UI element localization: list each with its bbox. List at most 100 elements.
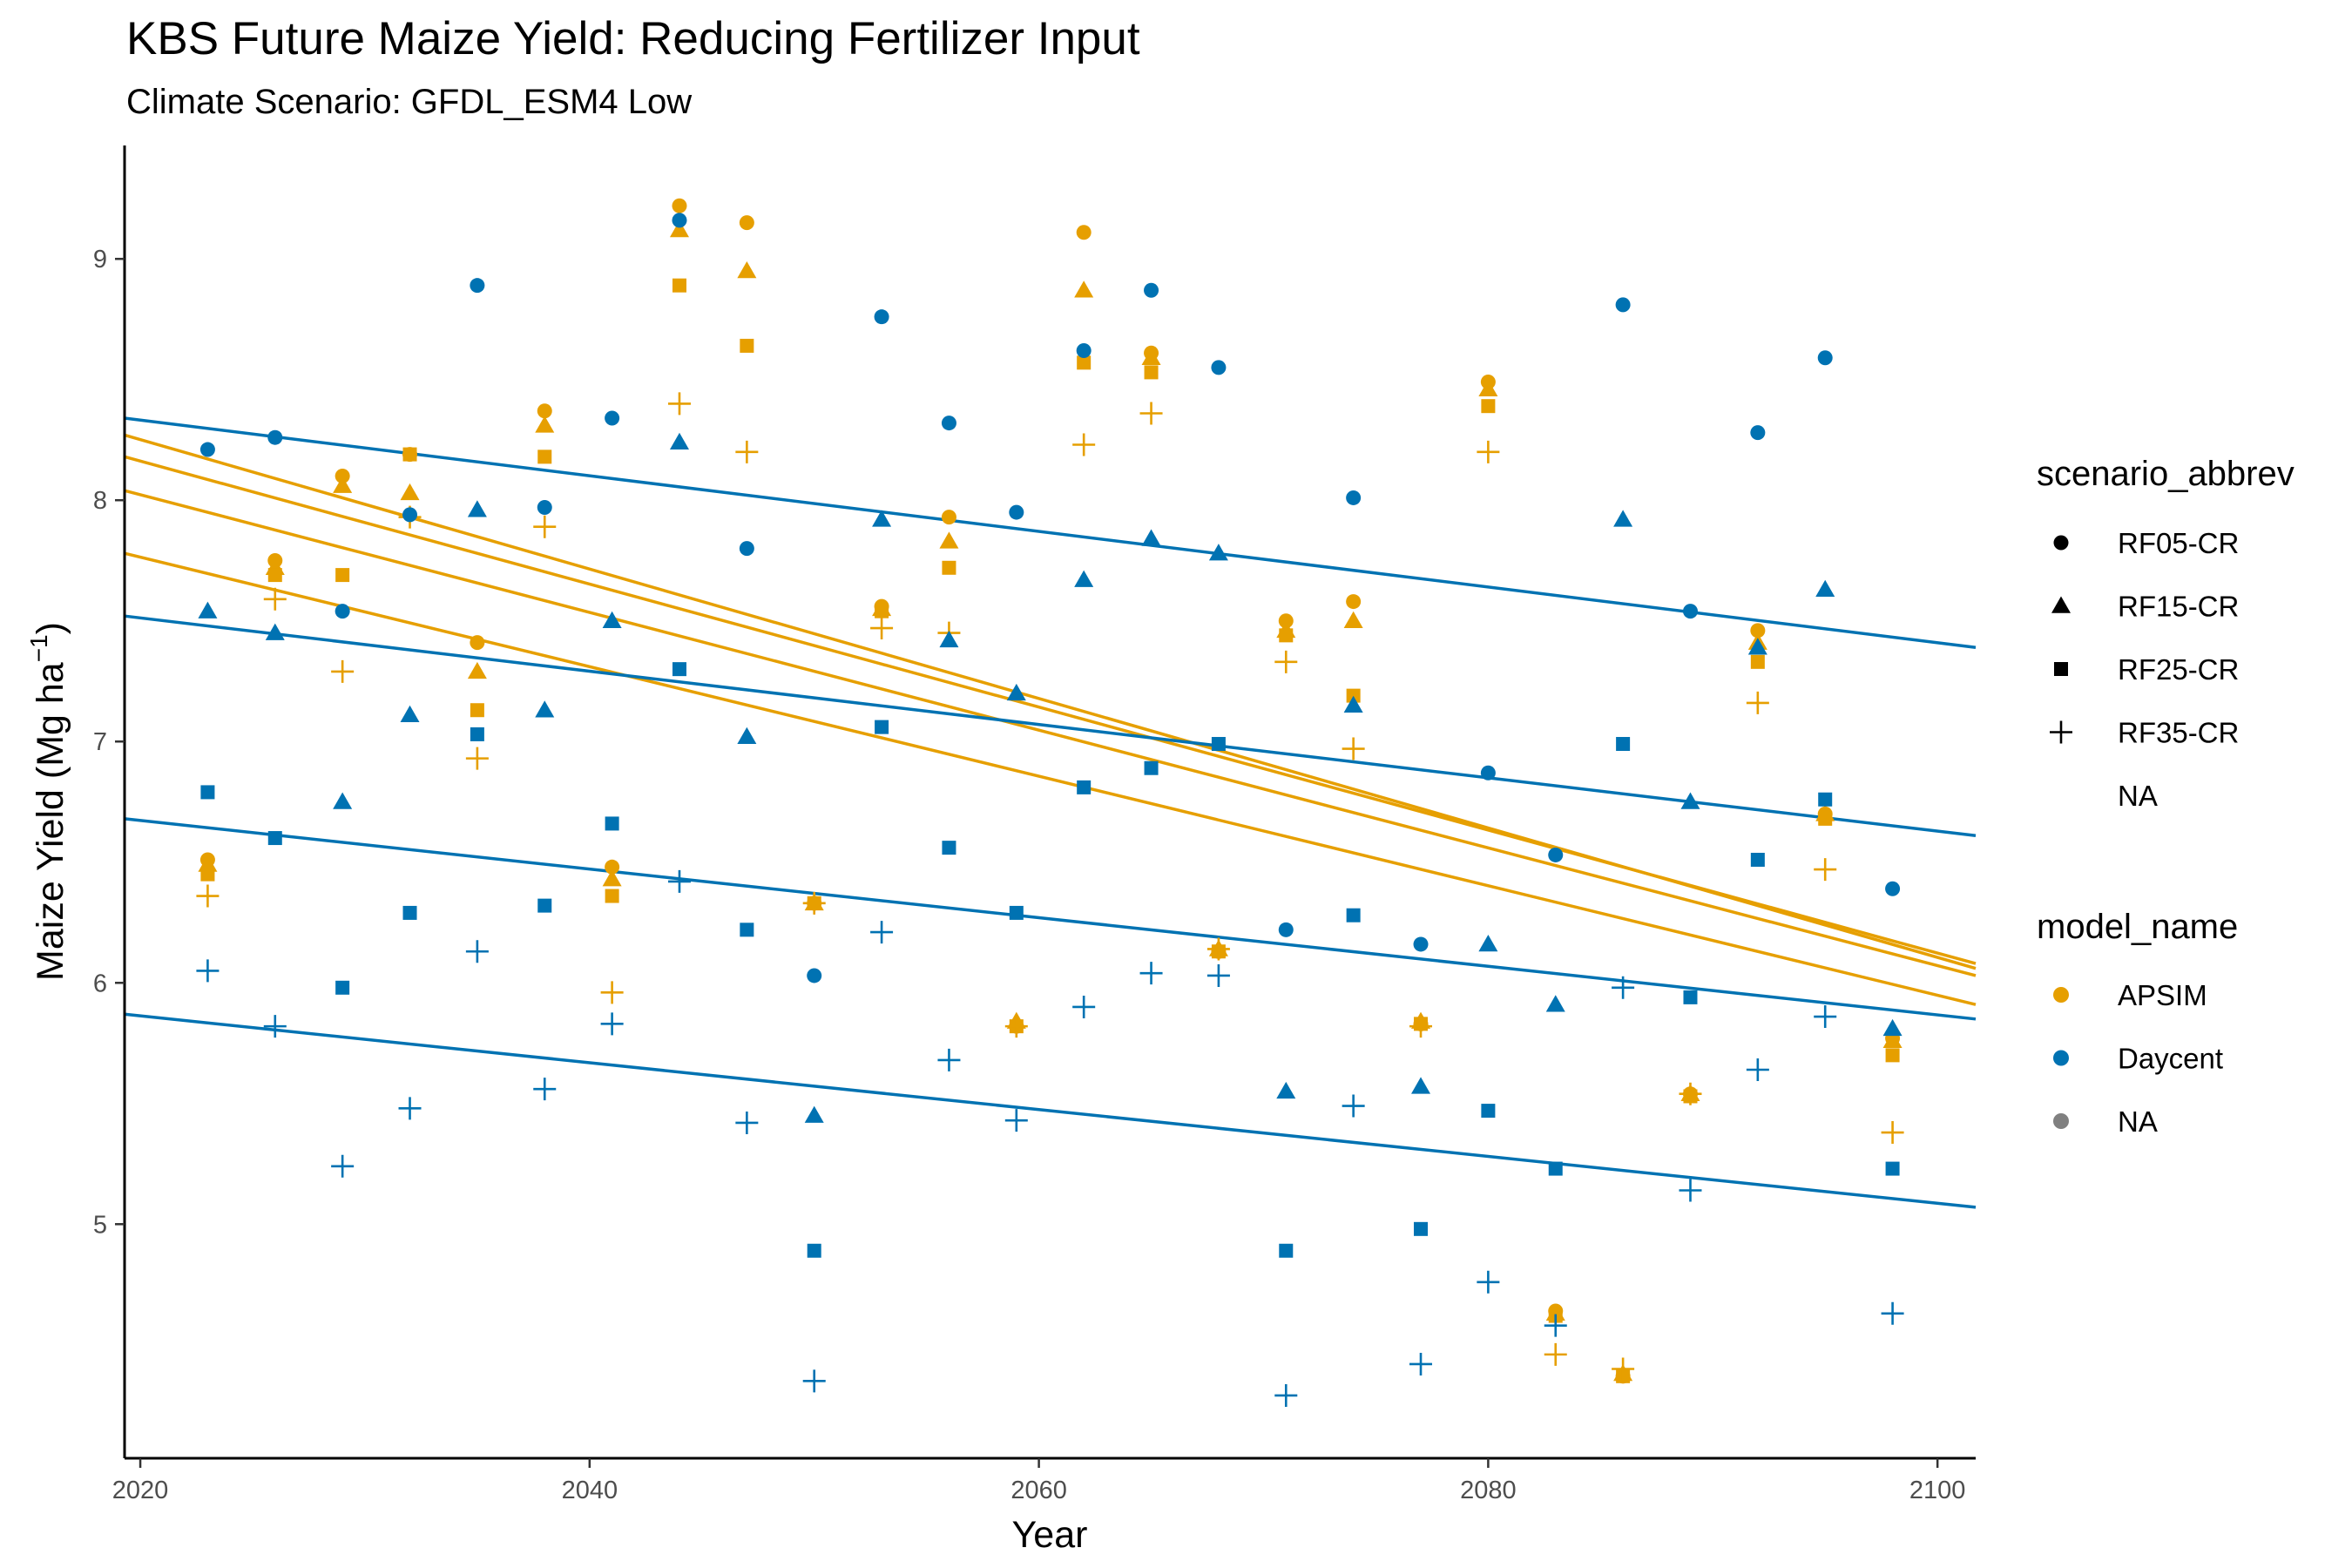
data-point: [667, 869, 691, 893]
legend-key-rf25-cr: [2054, 662, 2068, 676]
trend-lines: [124, 416, 1977, 1209]
series-daycent-rf05-cr: [199, 213, 1901, 983]
data-point: [1077, 780, 1092, 794]
data-point: [600, 1012, 624, 1036]
data-point: [1141, 348, 1161, 366]
x-axis-ticks: 2020 2040 2060 2080 2100: [112, 1458, 1966, 1504]
data-point: [1615, 297, 1631, 313]
data-point: [740, 338, 754, 353]
data-point: [1613, 510, 1633, 527]
data-point: [198, 601, 218, 618]
data-point: [1346, 594, 1362, 610]
legend-key-apsim: [2053, 987, 2069, 1003]
data-point: [537, 403, 552, 419]
data-point: [1072, 995, 1096, 1018]
data-points: [196, 198, 1904, 1407]
data-point: [335, 568, 350, 583]
data-point: [739, 541, 754, 557]
data-point: [942, 841, 956, 855]
data-point: [600, 981, 624, 1004]
data-point: [875, 604, 889, 618]
data-point: [267, 429, 283, 445]
data-point: [874, 309, 889, 325]
x-axis-title: Year: [1012, 1514, 1088, 1556]
data-point: [402, 447, 417, 462]
data-point: [1747, 638, 1767, 655]
data-point: [870, 921, 894, 944]
data-point: [672, 278, 686, 293]
data-point: [1544, 1342, 1567, 1366]
data-point: [333, 476, 353, 493]
data-point: [1413, 936, 1429, 952]
trend-line-apsim-rf35-cr: [124, 551, 1977, 1006]
data-point: [1009, 504, 1024, 520]
data-point: [672, 198, 687, 213]
x-tick-label: 2100: [1909, 1477, 1966, 1504]
data-point: [398, 1097, 422, 1120]
data-point: [1343, 695, 1363, 713]
data-point: [1414, 1221, 1429, 1236]
data-point: [196, 884, 220, 908]
data-point: [1680, 792, 1700, 809]
legend-model-title: model_name: [2037, 908, 2238, 946]
data-point: [1211, 737, 1226, 752]
data-point: [740, 923, 754, 937]
data-point: [1139, 402, 1163, 425]
data-point: [1477, 440, 1500, 463]
data-point: [267, 568, 282, 583]
y-axis-ticks: 5 6 7 8 9: [93, 246, 125, 1239]
data-point: [1818, 792, 1833, 807]
data-point: [1885, 1048, 1900, 1063]
legend-scenario-title: scenario_abbrev: [2037, 455, 2295, 493]
data-point: [1746, 1058, 1769, 1081]
data-point: [1815, 579, 1835, 597]
data-point: [400, 483, 420, 501]
data-point: [263, 587, 287, 611]
data-point: [735, 1111, 759, 1134]
data-point: [1548, 1161, 1563, 1176]
data-point: [1208, 544, 1228, 561]
data-point: [537, 449, 552, 464]
data-point: [1679, 1179, 1702, 1202]
data-point: [1683, 990, 1698, 1004]
legend-key-rf35-cr: [2050, 720, 2072, 744]
data-point: [1750, 425, 1766, 441]
legend-key-rf05-cr: [2053, 535, 2069, 551]
x-tick-label: 2060: [1010, 1477, 1067, 1504]
data-point: [739, 215, 754, 231]
series-daycent-rf15-cr: [198, 432, 1903, 1123]
series-apsim-rf25-cr: [200, 278, 1900, 1383]
y-tick-label: 6: [93, 970, 107, 997]
series-apsim-rf35-cr: [196, 392, 1904, 1381]
data-point: [535, 416, 555, 433]
legend-key-daycent: [2053, 1050, 2069, 1066]
data-point: [200, 785, 215, 800]
plot-area: [124, 198, 1977, 1407]
legend-label-rf35-cr: RF35-CR: [2118, 717, 2239, 749]
legend-label-na: NA: [2118, 1105, 2158, 1138]
y-axis-title-superscript: −1: [25, 634, 52, 662]
data-point: [1746, 691, 1769, 714]
data-point: [737, 727, 757, 744]
data-point: [1077, 355, 1092, 370]
data-point: [533, 1078, 557, 1101]
data-point: [1278, 613, 1294, 629]
data-point: [802, 1369, 826, 1393]
data-point: [1279, 1243, 1294, 1258]
data-point: [537, 898, 552, 913]
data-point: [802, 891, 826, 915]
data-point: [1211, 360, 1227, 375]
data-point: [1750, 623, 1766, 639]
data-point: [333, 792, 353, 809]
data-point: [870, 617, 894, 640]
data-point: [1885, 881, 1901, 896]
data-point: [1342, 1094, 1365, 1118]
data-point: [470, 703, 484, 718]
data-point: [1750, 654, 1765, 669]
data-point: [672, 662, 686, 677]
data-point: [1144, 760, 1159, 775]
data-point: [1885, 1161, 1900, 1176]
data-point: [470, 635, 485, 651]
trend-line-daycent-rf25-cr: [124, 817, 1977, 1021]
